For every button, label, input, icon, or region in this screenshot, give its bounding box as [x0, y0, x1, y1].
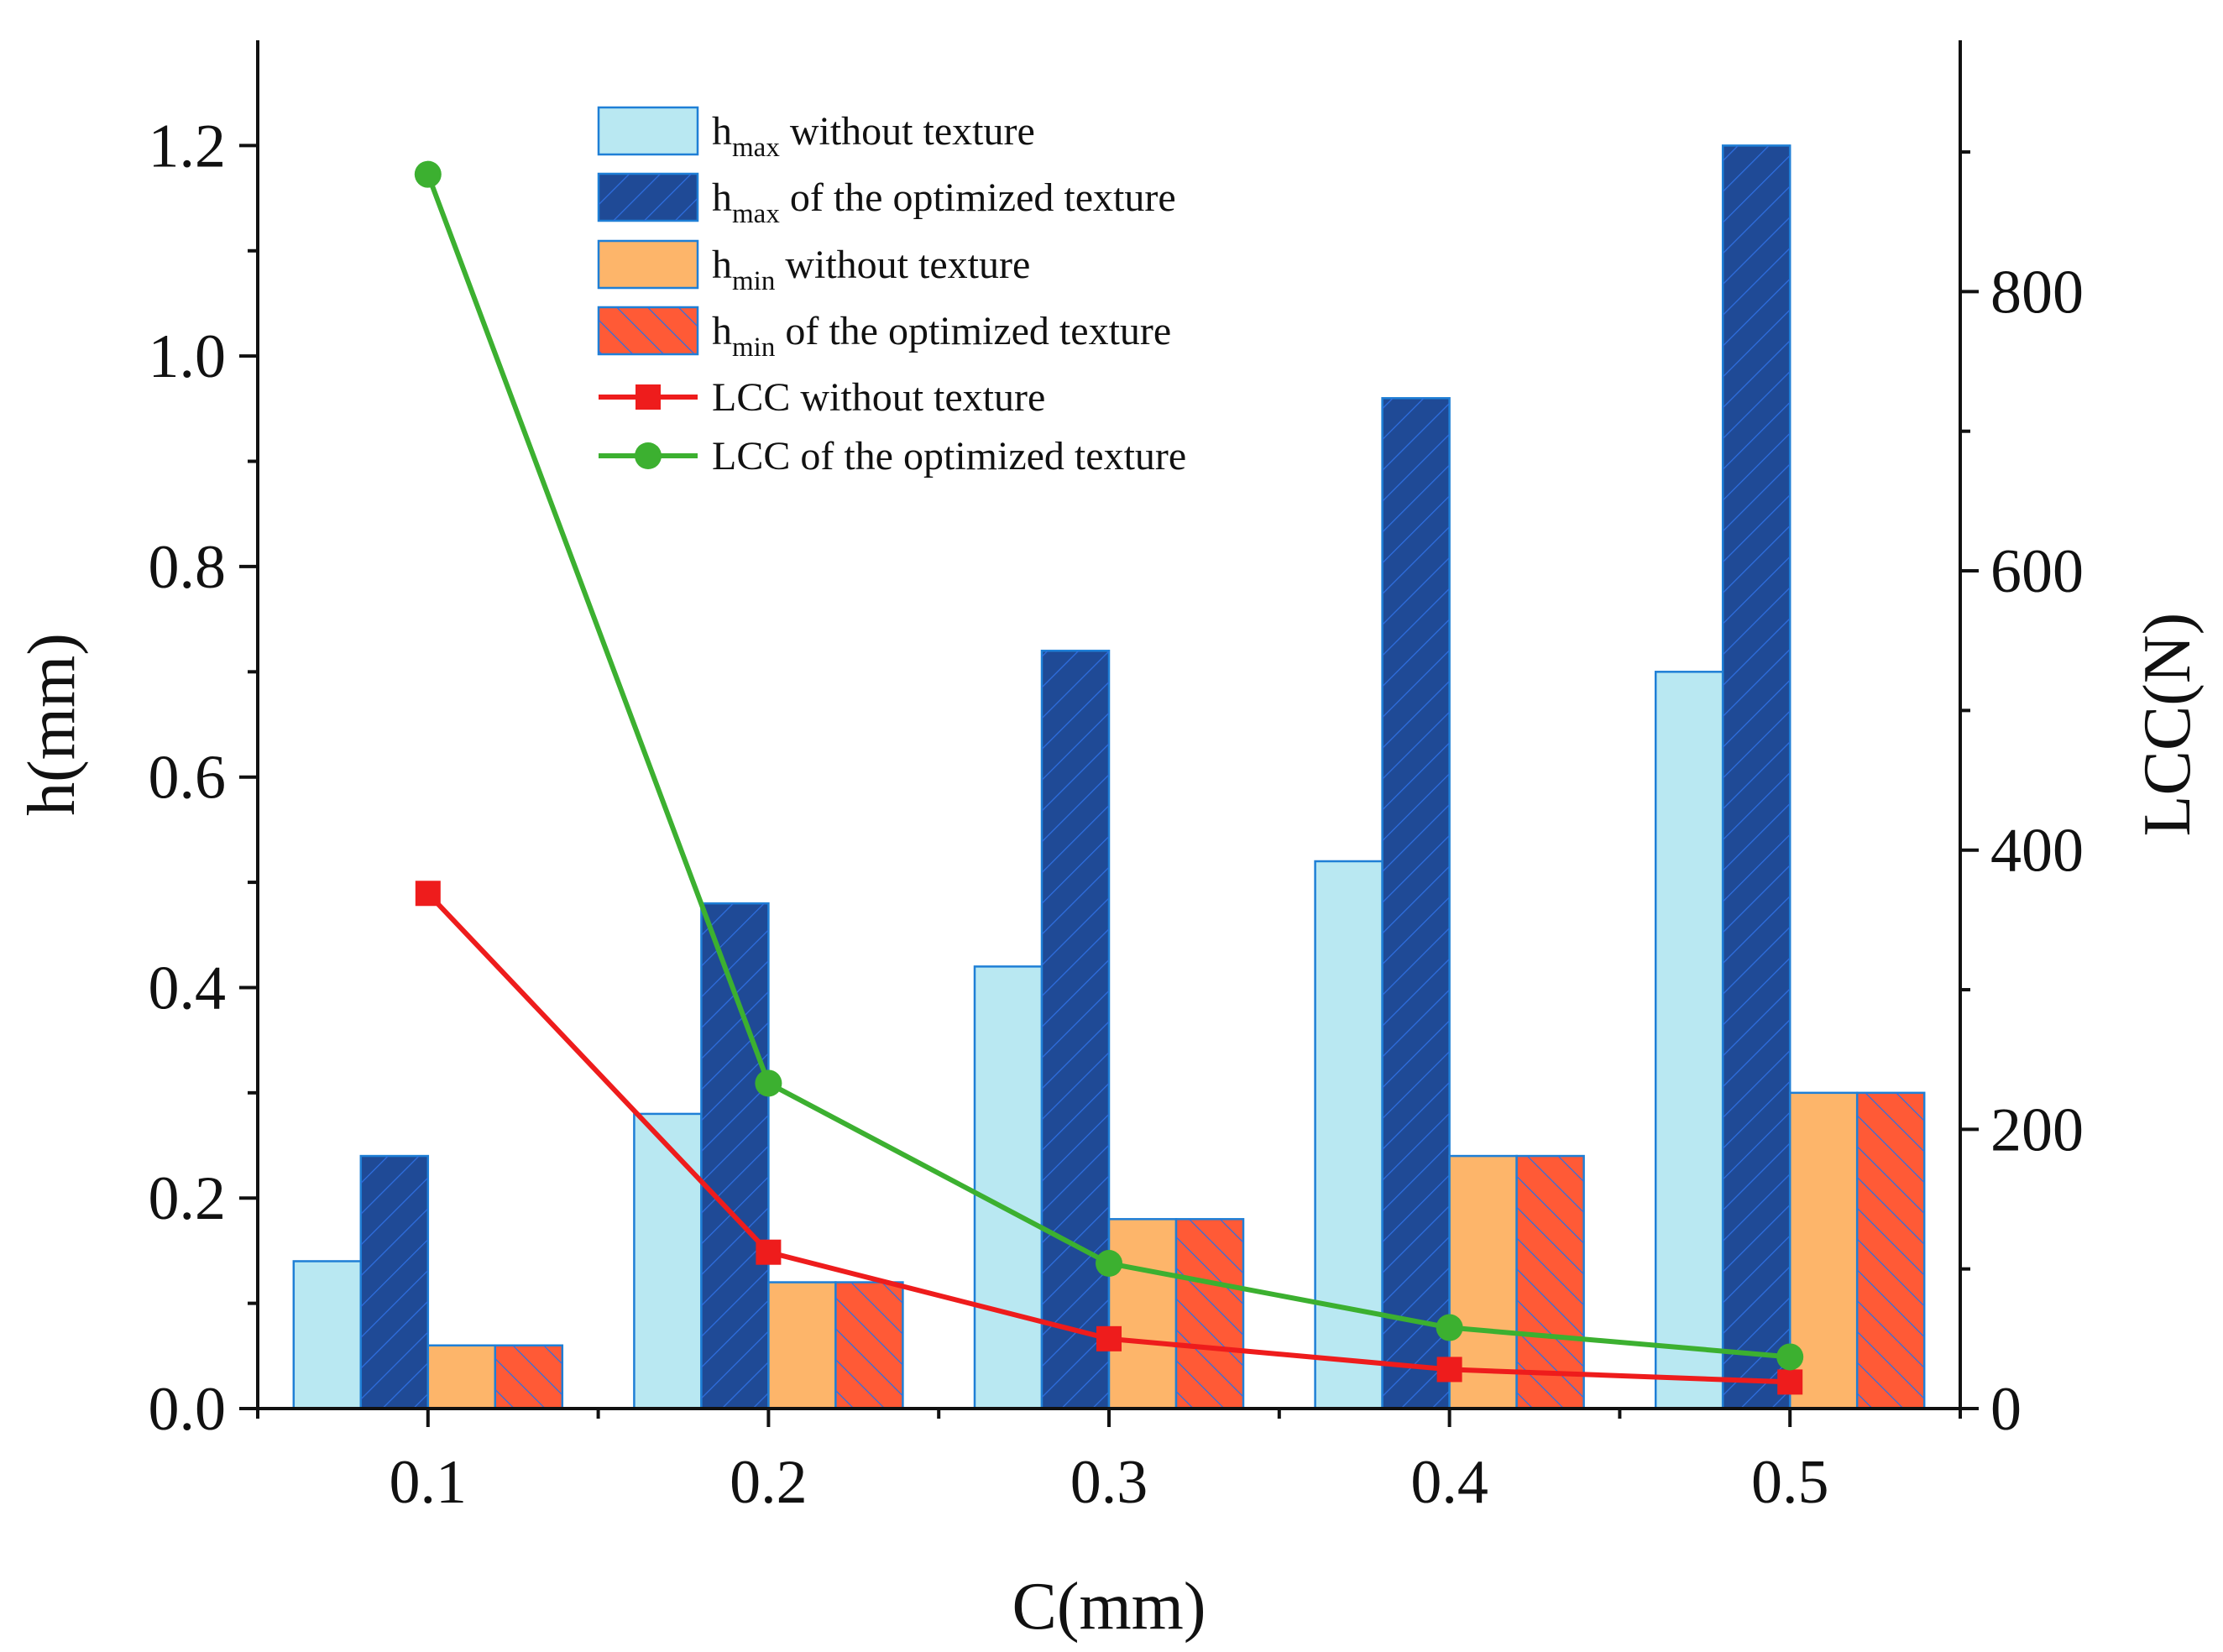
point-2-0.1 [414, 160, 442, 188]
point-1-0.5 [1777, 1369, 1803, 1395]
y2-tick-label: 0 [1990, 1375, 2022, 1444]
legend-label-2: hmax of the optimized texture [712, 175, 1176, 229]
y-tick-label: 0.2 [149, 1164, 227, 1233]
ticks-layer: 0.0 0.2 0.4 0.6 0.8 1.0 1.2 0 200 400 600 800 0.1 0.2… [149, 112, 2084, 1517]
bar-hatch-2-0.4 [1382, 398, 1450, 1409]
y2-tick-label: 800 [1990, 258, 2084, 327]
bar-1-0.2 [633, 1112, 703, 1410]
x-axis-title: C(mm) [1012, 1570, 1206, 1644]
bars-layer [292, 144, 1926, 1410]
point-1-0.1 [415, 881, 441, 907]
x-tick-label: 0.5 [1751, 1448, 1829, 1517]
bar-hatch-2-0.2 [701, 903, 769, 1409]
point-2-0.4 [1436, 1314, 1463, 1341]
x-tick-label: 0.2 [730, 1448, 808, 1517]
bar-hatch-4-0.2 [835, 1282, 903, 1409]
bar-1-0.1 [292, 1260, 363, 1410]
bar-3-0.3 [1107, 1218, 1178, 1410]
y-tick-label: 0.0 [149, 1375, 227, 1444]
legend-label-3: hmin without texture [712, 243, 1030, 296]
point-1-0.4 [1436, 1357, 1462, 1383]
bar-3-0.1 [426, 1344, 497, 1410]
legend-label-6: LCC of the optimized texture [712, 434, 1186, 478]
legend-swatch-1 [597, 106, 699, 156]
bar-1-0.3 [973, 965, 1044, 1410]
legend-label-1: hmax without texture [712, 109, 1035, 163]
point-1-0.2 [756, 1239, 782, 1265]
x-tick-label: 0.1 [390, 1448, 468, 1517]
lines-layer [414, 160, 1804, 1395]
legend-label-4: hmin of the optimized texture [712, 309, 1171, 363]
bar-hatch-4-0.4 [1516, 1156, 1584, 1409]
point-1-0.3 [1096, 1325, 1122, 1351]
legend-swatch-3 [597, 239, 699, 290]
bar-hatch-4-0.3 [1176, 1219, 1243, 1409]
bar-hatch-4-0.5 [1857, 1092, 1925, 1409]
point-2-0.3 [1096, 1250, 1122, 1278]
y2-tick-label: 200 [1990, 1095, 2084, 1164]
bar-3-0.2 [767, 1281, 837, 1410]
legend-marker-5 [636, 384, 661, 410]
y-tick-label: 1.2 [149, 112, 227, 180]
y2-tick-label: 400 [1990, 817, 2084, 886]
legend: hmax without texture hmax of the optimize… [597, 106, 1186, 478]
legend-marker-6 [635, 442, 662, 469]
y-tick-label: 0.8 [149, 533, 227, 602]
y2-axis-title: LCC(N) [2131, 613, 2205, 837]
bar-hatch-2-0.1 [360, 1156, 428, 1409]
x-tick-label: 0.4 [1410, 1448, 1488, 1517]
point-2-0.5 [1776, 1343, 1804, 1371]
y2-tick-label: 600 [1990, 537, 2084, 606]
bar-1-0.5 [1654, 671, 1724, 1410]
bar-hatch-2-0.5 [1723, 145, 1791, 1409]
y-tick-label: 0.4 [149, 954, 227, 1022]
legend-label-5: LCC without texture [712, 375, 1045, 420]
y-tick-label: 0.6 [149, 744, 227, 813]
x-tick-label: 0.3 [1070, 1448, 1148, 1517]
bar-hatch-2-0.3 [1042, 651, 1109, 1409]
legend-swatch-hatch-4 [599, 307, 698, 354]
point-2-0.2 [755, 1069, 782, 1097]
bar-1-0.4 [1314, 860, 1383, 1410]
y-tick-label: 1.0 [149, 322, 227, 391]
legend-swatch-hatch-2 [599, 174, 698, 221]
bar-hatch-4-0.1 [494, 1345, 562, 1409]
y-axis-title: h(mm) [15, 633, 89, 816]
